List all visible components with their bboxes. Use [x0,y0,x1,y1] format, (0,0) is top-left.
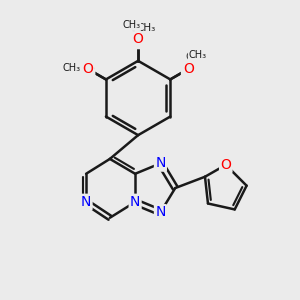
Text: N: N [155,156,166,170]
Text: N: N [130,195,140,209]
Text: N: N [155,206,166,219]
Text: CH₃: CH₃ [185,52,205,61]
Text: O: O [82,62,93,76]
Text: CH₃: CH₃ [136,23,155,33]
Text: O: O [133,35,143,48]
Text: CH₃: CH₃ [189,50,207,60]
Text: CH₃: CH₃ [122,20,140,30]
Text: O: O [133,32,143,46]
Text: CH₃: CH₃ [64,64,83,74]
Text: O: O [182,63,192,76]
Text: O: O [183,62,194,76]
Text: CH₃: CH₃ [62,62,80,73]
Text: O: O [220,158,231,172]
Text: N: N [81,195,91,209]
Text: O: O [84,63,94,76]
